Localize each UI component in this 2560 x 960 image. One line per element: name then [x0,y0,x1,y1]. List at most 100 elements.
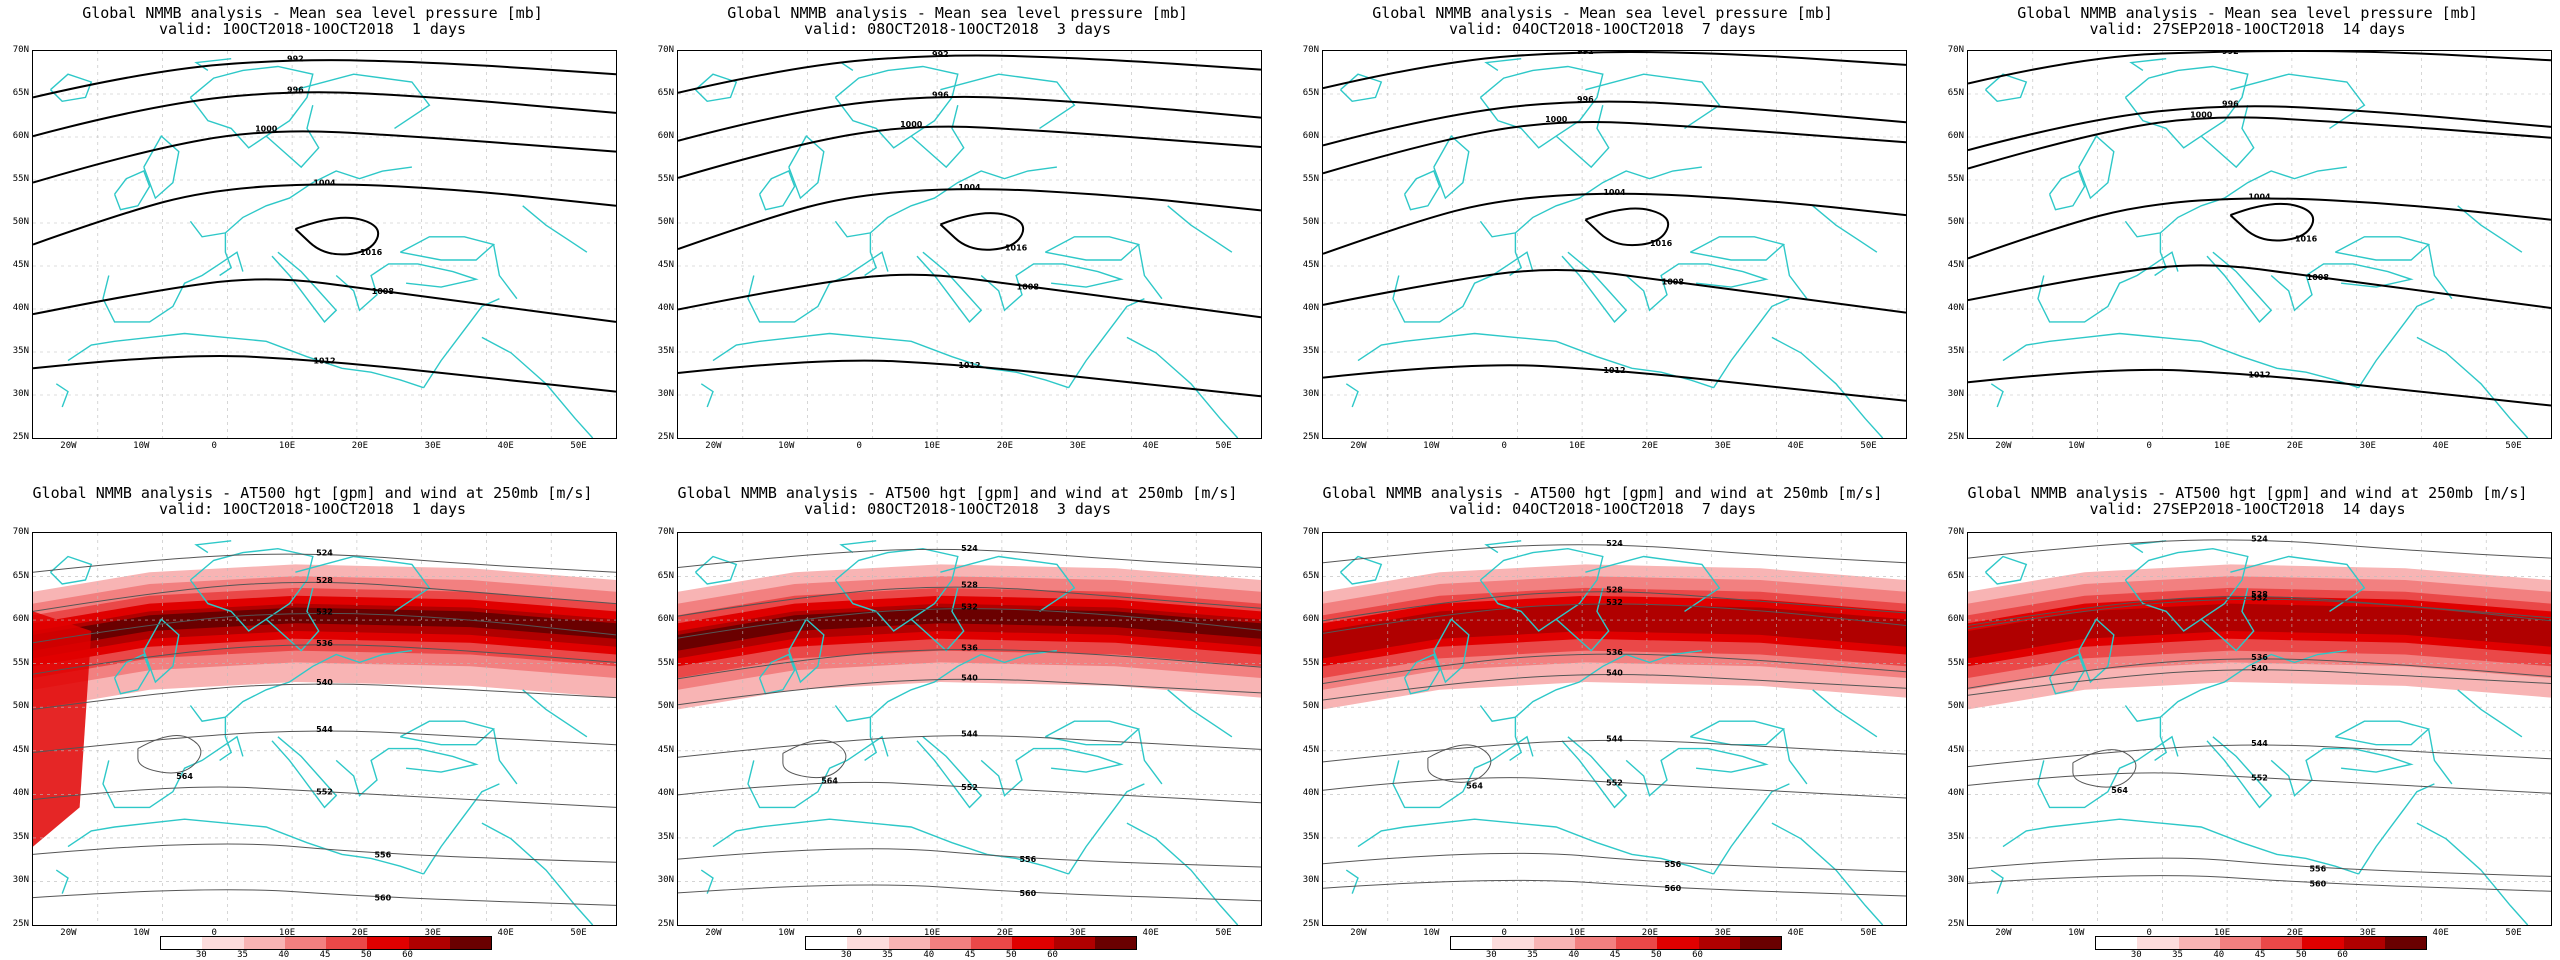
coastline [1479,649,1702,722]
coastline [1433,135,1470,200]
colorbar-segment [806,937,848,949]
coastline [2416,822,2529,925]
contour-label: 1008 [2307,273,2330,282]
contour-label: 536 [961,644,978,653]
contour-label: 1004 [958,183,981,192]
coastline [1585,73,1721,129]
latitude-label: 55N [1302,174,1319,184]
panel-z500-3: Global NMMB analysis - AT500 hgt [gpm] a… [1290,0,1915,960]
panel-z500-1: Global NMMB analysis - AT500 hgt [gpm] a… [0,0,625,960]
coastline [940,73,1076,129]
coastline [143,135,180,200]
coastline [1484,540,1522,554]
coastline [2230,73,2366,129]
coastline [695,555,738,585]
coastline [1812,205,1878,253]
coastline [1585,555,1721,612]
coastline [1985,555,2028,585]
contour-label: 1016 [2295,234,2318,243]
longitude-label: 40E [2432,928,2449,938]
colorbar-tick-label: 30 [840,950,852,960]
longitude-label: 40E [497,441,514,451]
contour-line [1427,744,1492,783]
latitude-label: 25N [657,919,674,929]
coastline [2206,251,2273,323]
longitude-label: 20E [996,441,1014,451]
latitude-label: 70N [657,45,674,55]
colorbar-segment [2178,937,2220,949]
contour-line [678,648,1261,680]
coastline [2048,653,2086,695]
colorbar-segment [1451,937,1493,949]
latitude-label: 60N [657,614,674,625]
coastline [1561,251,1628,323]
coastline [194,58,232,71]
longitude-label: 0 [856,441,862,451]
contour-label: 564 [821,777,838,786]
latitude-label: 55N [1947,657,1964,668]
contour-line [2072,749,2137,788]
wind-speed-shading [33,607,616,651]
contour-line [678,359,1261,398]
coastline [194,540,232,554]
coastline [1479,166,1702,238]
contour-label: 540 [316,678,333,687]
colorbar-segment [2261,937,2303,949]
latitude-label: 50N [1302,701,1319,712]
contour-label: 544 [1606,734,1623,743]
coastline [1689,720,1786,746]
colorbar-segment [2384,937,2426,949]
coastline [2078,135,2115,200]
contour-line [1968,857,2551,877]
panel-title: Global NMMB analysis - Mean sea level pr… [82,4,543,22]
colorbar-tick-label: 60 [2337,950,2348,960]
coastline [102,735,244,809]
contour-line [678,608,1261,639]
coastline [1068,783,1145,875]
wind-speed-shading [678,607,1261,651]
panel-mslp-1: Global NMMB analysis - Mean sea level pr… [0,0,625,960]
latitude-label: 55N [657,174,674,184]
colorbar-segment [449,937,491,949]
contour-line [33,612,616,644]
longitude-label: 30E [1714,441,1731,451]
contour-label: 1004 [313,179,336,188]
longitude-label: 20E [351,441,369,451]
colorbar-segment [2219,937,2261,949]
colorbar-tick-label: 35 [1527,950,1538,960]
contour-line [1968,669,2551,696]
coastline [423,783,500,875]
map-canvas: 524 528 532 536 540 544 552 556 560 564 [1323,533,1906,925]
coastline [1403,653,1441,695]
longitude-label: 20W [60,441,77,451]
longitude-label: 40E [2432,441,2449,451]
longitude-label: 40E [1787,928,1804,938]
contour-label: 560 [2309,879,2326,888]
coastline [2200,587,2255,652]
contour-line [1323,51,1906,90]
coastline [113,170,151,211]
latitude-label: 70N [1302,527,1319,537]
latitude-label: 40N [657,303,674,313]
coastline [2002,818,2359,875]
wind-speed-shading [33,611,92,847]
contour-label: 524 [316,549,333,558]
wind-speed-colorbar [160,936,492,950]
coastline [1689,236,1786,261]
contour-line [33,889,616,906]
colorbar-segment [367,937,409,949]
contour-line [678,781,1261,804]
contour-label: 564 [2111,786,2128,795]
coastline [335,263,479,312]
longitude-label: 0 [1501,441,1507,451]
longitude-label: 40E [497,928,514,938]
colorbar-tick-label: 50 [1650,950,1662,960]
coastline [67,818,424,875]
coastline [1357,332,1714,389]
coastline [2129,58,2167,71]
contour-label: 560 [1664,884,1681,893]
colorbar-tick-label: 45 [2254,950,2266,960]
latitude-label: 60N [1302,131,1319,141]
coastline [1625,747,1769,797]
coastline [335,747,479,797]
